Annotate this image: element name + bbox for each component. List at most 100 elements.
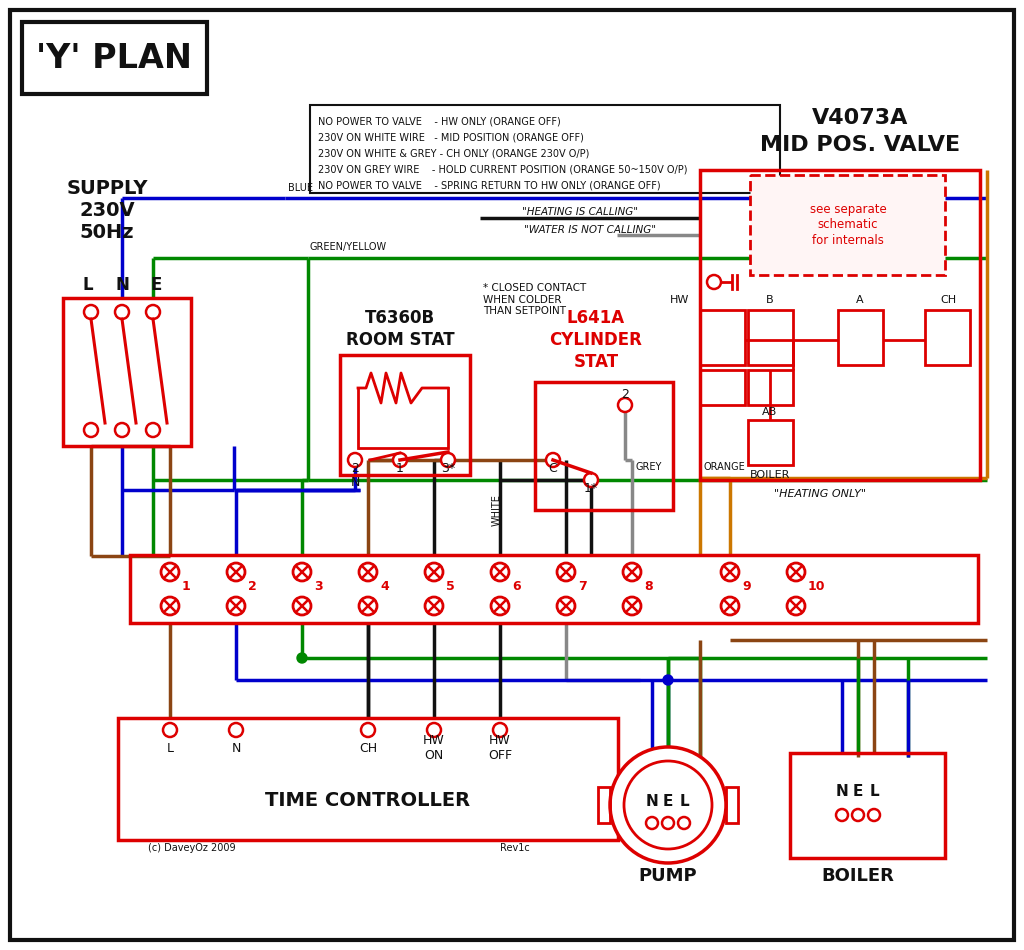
Text: 2: 2	[248, 580, 257, 593]
Text: "WATER IS NOT CALLING": "WATER IS NOT CALLING"	[524, 225, 656, 235]
Circle shape	[425, 597, 443, 615]
Text: MID POS. VALVE: MID POS. VALVE	[760, 135, 961, 155]
Text: L: L	[869, 784, 879, 799]
Circle shape	[441, 453, 455, 467]
Text: L: L	[679, 793, 689, 808]
Circle shape	[557, 597, 575, 615]
Circle shape	[348, 453, 362, 467]
Circle shape	[623, 597, 641, 615]
Text: L: L	[83, 276, 93, 294]
Circle shape	[868, 809, 880, 821]
Text: GREEN/YELLOW: GREEN/YELLOW	[310, 242, 387, 252]
Text: ORANGE: ORANGE	[703, 462, 744, 472]
Text: 2: 2	[622, 389, 629, 402]
Circle shape	[787, 597, 805, 615]
Circle shape	[427, 723, 441, 737]
Text: T6360B: T6360B	[365, 309, 435, 327]
Text: 3*: 3*	[441, 462, 455, 474]
Text: SUPPLY
230V
50Hz: SUPPLY 230V 50Hz	[67, 179, 147, 241]
Circle shape	[146, 305, 160, 319]
Text: BLUE: BLUE	[288, 183, 313, 193]
Text: TIME CONTROLLER: TIME CONTROLLER	[265, 790, 471, 809]
Circle shape	[852, 809, 864, 821]
Text: AB: AB	[763, 407, 777, 417]
Circle shape	[115, 305, 129, 319]
Text: WHITE: WHITE	[492, 494, 502, 526]
Text: Rev1c: Rev1c	[500, 843, 529, 853]
Text: PUMP: PUMP	[639, 867, 697, 885]
Circle shape	[721, 597, 739, 615]
Text: N: N	[231, 742, 241, 754]
Circle shape	[662, 817, 674, 829]
Text: * CLOSED CONTACT
WHEN COLDER
THAN SETPOINT: * CLOSED CONTACT WHEN COLDER THAN SETPOI…	[483, 283, 587, 316]
Circle shape	[227, 563, 245, 581]
Text: HW
OFF: HW OFF	[488, 734, 512, 762]
Text: (c) DaveyOz 2009: (c) DaveyOz 2009	[148, 843, 236, 853]
Circle shape	[646, 817, 658, 829]
Circle shape	[425, 563, 443, 581]
Text: V4073A: V4073A	[812, 108, 908, 128]
Text: N: N	[836, 784, 848, 799]
FancyBboxPatch shape	[22, 22, 207, 94]
Text: 230V ON WHITE & GREY - CH ONLY (ORANGE 230V O/P): 230V ON WHITE & GREY - CH ONLY (ORANGE 2…	[318, 149, 590, 159]
Circle shape	[836, 809, 848, 821]
Text: A: A	[856, 295, 864, 305]
Text: 5: 5	[446, 580, 455, 593]
FancyBboxPatch shape	[310, 105, 780, 193]
Circle shape	[229, 723, 243, 737]
Text: 8: 8	[644, 580, 652, 593]
Text: E: E	[151, 276, 162, 294]
Circle shape	[618, 398, 632, 412]
FancyBboxPatch shape	[750, 175, 945, 275]
Text: 4: 4	[380, 580, 389, 593]
Text: 1: 1	[182, 580, 190, 593]
Text: L: L	[167, 742, 173, 754]
Text: E: E	[853, 784, 863, 799]
Circle shape	[610, 747, 726, 863]
FancyBboxPatch shape	[10, 10, 1014, 940]
Text: N: N	[350, 476, 359, 488]
Circle shape	[359, 597, 377, 615]
Circle shape	[490, 563, 509, 581]
Text: 3: 3	[314, 580, 323, 593]
Text: "HEATING ONLY": "HEATING ONLY"	[774, 489, 866, 499]
Text: 10: 10	[808, 580, 825, 593]
Text: N: N	[645, 793, 658, 808]
Circle shape	[161, 597, 179, 615]
Text: 'Y' PLAN: 'Y' PLAN	[36, 42, 193, 74]
Circle shape	[624, 761, 712, 849]
Circle shape	[787, 563, 805, 581]
Circle shape	[227, 597, 245, 615]
Circle shape	[721, 563, 739, 581]
Text: 1: 1	[396, 462, 403, 474]
Circle shape	[361, 723, 375, 737]
Text: NO POWER TO VALVE    - HW ONLY (ORANGE OFF): NO POWER TO VALVE - HW ONLY (ORANGE OFF)	[318, 117, 561, 127]
Text: BOILER: BOILER	[821, 867, 894, 885]
Circle shape	[115, 423, 129, 437]
Text: CH: CH	[940, 295, 956, 305]
Text: N: N	[115, 276, 129, 294]
Text: 7: 7	[578, 580, 587, 593]
Text: 230V ON GREY WIRE    - HOLD CURRENT POSITION (ORANGE 50~150V O/P): 230V ON GREY WIRE - HOLD CURRENT POSITIO…	[318, 165, 687, 175]
Text: 2: 2	[351, 462, 359, 474]
Circle shape	[707, 275, 721, 289]
Circle shape	[163, 723, 177, 737]
Text: 9: 9	[742, 580, 751, 593]
Circle shape	[678, 817, 690, 829]
Text: CH: CH	[359, 742, 377, 754]
Text: see separate
schematic
for internals: see separate schematic for internals	[810, 203, 887, 246]
Text: HW: HW	[671, 295, 690, 305]
Circle shape	[623, 563, 641, 581]
Circle shape	[146, 423, 160, 437]
Text: GREY: GREY	[636, 462, 663, 472]
Circle shape	[297, 653, 307, 663]
Text: HW
ON: HW ON	[423, 734, 444, 762]
Text: "HEATING IS CALLING": "HEATING IS CALLING"	[522, 207, 638, 217]
Circle shape	[663, 675, 673, 685]
Text: C: C	[549, 462, 557, 474]
Circle shape	[293, 597, 311, 615]
Circle shape	[393, 453, 407, 467]
Text: 230V ON WHITE WIRE   - MID POSITION (ORANGE OFF): 230V ON WHITE WIRE - MID POSITION (ORANG…	[318, 133, 584, 143]
Text: NO POWER TO VALVE    - SPRING RETURN TO HW ONLY (ORANGE OFF): NO POWER TO VALVE - SPRING RETURN TO HW …	[318, 181, 660, 191]
Circle shape	[490, 597, 509, 615]
